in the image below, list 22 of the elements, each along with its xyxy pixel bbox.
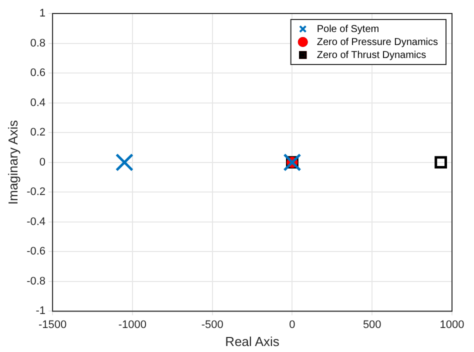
- y-tick-label: -1: [36, 305, 46, 318]
- y-tick-label: 0.4: [30, 96, 46, 109]
- y-tick-label: -0.8: [26, 275, 46, 288]
- legend-label: Zero of Pressure Dynamics: [316, 36, 438, 48]
- x-tick-label: 1000: [440, 318, 464, 331]
- y-axis-title: Imaginary Axis: [5, 120, 20, 205]
- x-axis-title: Real Axis: [225, 334, 280, 349]
- legend-label: Zero of Thrust Dynamics: [316, 50, 426, 61]
- y-tick-label: -0.6: [26, 246, 46, 258]
- y-tick-label: 1: [39, 8, 46, 20]
- x-tick-label: 0: [289, 318, 296, 331]
- y-tick-label: 0.2: [30, 126, 46, 139]
- y-tick-label: -0.4: [26, 216, 46, 228]
- legend-label: Pole of Sytem: [316, 24, 380, 35]
- x-tick-label: -1500: [38, 318, 67, 331]
- x-tick-label: -500: [201, 318, 224, 331]
- y-tick-label: -0.2: [26, 186, 46, 198]
- x-tick-label: -1000: [118, 318, 147, 331]
- y-tick-label: 0.8: [30, 37, 46, 50]
- y-tick-label: 0: [39, 156, 46, 168]
- x-tick-label: 500: [362, 318, 382, 331]
- y-tick-label: 0.6: [30, 67, 46, 80]
